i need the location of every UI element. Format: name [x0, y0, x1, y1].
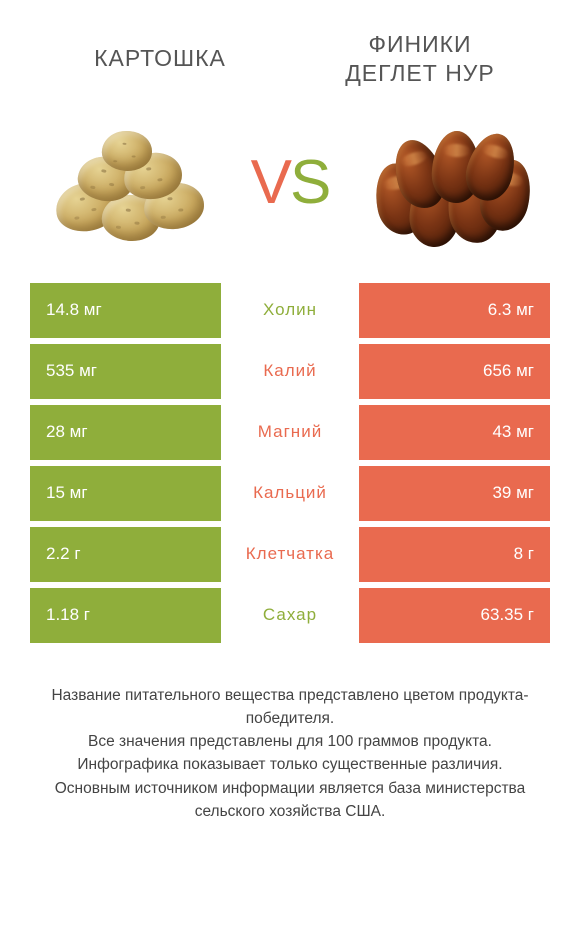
cell-right-value: 43 мг	[359, 405, 550, 460]
images-row: VS	[0, 98, 580, 283]
nutrient-table: 14.8 мгХолин6.3 мг 535 мгКалий656 мг 28 мг…	[0, 283, 580, 643]
cell-nutrient-name: Холин	[221, 283, 359, 338]
right-product-title: ФИНИКИ ДЕГЛЕТ НУР	[290, 30, 550, 88]
cell-nutrient-name: Калий	[221, 344, 359, 399]
cell-left-value: 15 мг	[30, 466, 221, 521]
right-title-line2: ДЕГЛЕТ НУР	[345, 60, 495, 86]
cell-nutrient-name: Кальций	[221, 466, 359, 521]
table-row: 15 мгКальций39 мг	[30, 466, 550, 521]
cell-right-value: 6.3 мг	[359, 283, 550, 338]
right-title-line1: ФИНИКИ	[368, 31, 471, 57]
cell-left-value: 2.2 г	[30, 527, 221, 582]
table-row: 2.2 гКлетчатка8 г	[30, 527, 550, 582]
cell-nutrient-name: Сахар	[221, 588, 359, 643]
dates-icon	[366, 113, 536, 253]
cell-left-value: 14.8 мг	[30, 283, 221, 338]
cell-right-value: 63.35 г	[359, 588, 550, 643]
table-row: 14.8 мгХолин6.3 мг	[30, 283, 550, 338]
cell-nutrient-name: Магний	[221, 405, 359, 460]
cell-right-value: 8 г	[359, 527, 550, 582]
footer-line-2: Все значения представлены для 100 граммо…	[30, 730, 550, 753]
cell-right-value: 656 мг	[359, 344, 550, 399]
footer-line-4: Основным источником информации является …	[30, 777, 550, 824]
vs-label: VS	[251, 147, 330, 218]
vs-v: V	[251, 148, 290, 217]
footer-line-1: Название питательного вещества представл…	[30, 684, 550, 731]
table-row: 535 мгКалий656 мг	[30, 344, 550, 399]
right-product-image	[366, 113, 536, 253]
left-product-image	[44, 113, 214, 253]
table-row: 1.18 гСахар63.35 г	[30, 588, 550, 643]
footer-notes: Название питательного вещества представл…	[0, 649, 580, 824]
table-row: 28 мгМагний43 мг	[30, 405, 550, 460]
cell-right-value: 39 мг	[359, 466, 550, 521]
vs-s: S	[290, 148, 329, 217]
cell-nutrient-name: Клетчатка	[221, 527, 359, 582]
cell-left-value: 1.18 г	[30, 588, 221, 643]
potatoes-icon	[44, 113, 214, 253]
footer-line-3: Инфографика показывает только существенн…	[30, 753, 550, 776]
cell-left-value: 535 мг	[30, 344, 221, 399]
header: КАРТОШКА ФИНИКИ ДЕГЛЕТ НУР	[0, 0, 580, 98]
cell-left-value: 28 мг	[30, 405, 221, 460]
left-product-title: КАРТОШКА	[30, 45, 290, 72]
